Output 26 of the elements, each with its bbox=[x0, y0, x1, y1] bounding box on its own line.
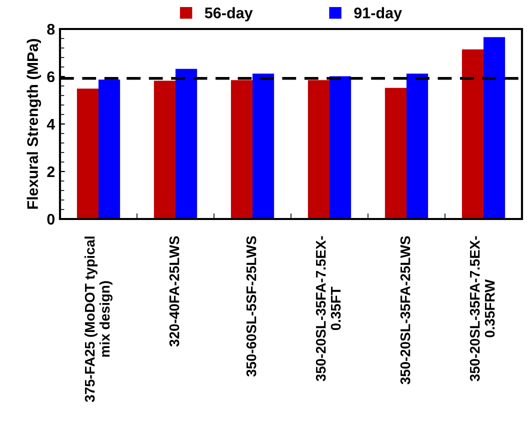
x-tick-label: 350-20SL-35FA-7.5EX- 0.35FT bbox=[316, 236, 341, 382]
bar bbox=[484, 37, 506, 219]
legend-label: 56-day bbox=[204, 7, 253, 22]
bar bbox=[252, 74, 274, 219]
y-tick-label: 8 bbox=[47, 24, 55, 35]
x-tick-label: 350-20SL-35FA-25LWS bbox=[400, 236, 410, 384]
legend-label: 91-day bbox=[354, 7, 402, 22]
y-tick-label: 0 bbox=[47, 214, 55, 225]
x-tick-label: 350-60SL-5SF-25LWS bbox=[246, 236, 256, 377]
bar bbox=[330, 76, 352, 219]
bar bbox=[98, 80, 120, 219]
x-tick-label: 350-20SL-35FA-7.5EX- 0.35FRW bbox=[470, 236, 495, 382]
bar bbox=[230, 80, 252, 219]
bar bbox=[406, 74, 428, 219]
bar bbox=[462, 49, 484, 219]
y-axis-title: Flexural Strength (MPa) bbox=[26, 39, 42, 209]
bar bbox=[76, 88, 98, 219]
x-tick-label: 375-FA25 (MoDOT typical mix design) bbox=[84, 236, 112, 402]
bar bbox=[384, 88, 406, 219]
x-tick-label: 320-40FA-25LWS bbox=[169, 236, 180, 347]
y-tick-label: 2 bbox=[47, 166, 55, 178]
y-tick-label: 4 bbox=[46, 119, 56, 130]
y-tick-label: 6 bbox=[47, 71, 55, 82]
bar bbox=[308, 80, 330, 219]
bar bbox=[154, 80, 176, 219]
bar bbox=[176, 68, 198, 219]
